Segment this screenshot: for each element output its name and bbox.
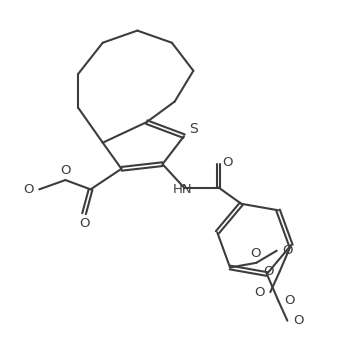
Text: S: S	[189, 122, 198, 136]
Text: O: O	[263, 265, 274, 278]
Text: O: O	[284, 294, 294, 307]
Text: HN: HN	[172, 183, 192, 196]
Text: O: O	[254, 286, 265, 298]
Text: O: O	[60, 164, 71, 177]
Text: O: O	[223, 156, 233, 169]
Text: O: O	[283, 244, 293, 257]
Text: O: O	[293, 314, 304, 327]
Text: O: O	[250, 247, 260, 260]
Text: O: O	[79, 217, 89, 229]
Text: O: O	[23, 183, 33, 196]
